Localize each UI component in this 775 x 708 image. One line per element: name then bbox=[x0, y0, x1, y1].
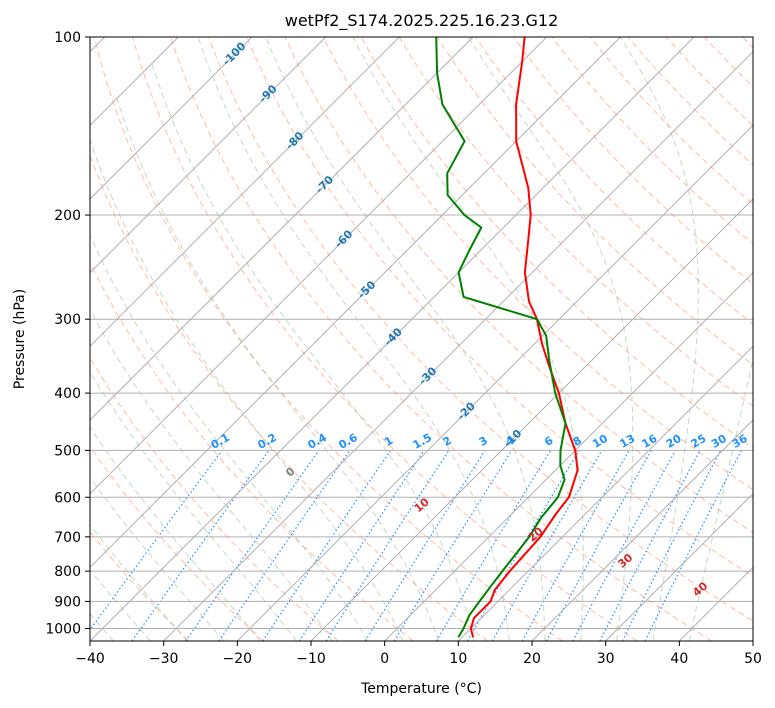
plot-area bbox=[90, 37, 753, 641]
x-tick-label: 30 bbox=[597, 651, 615, 667]
isotherm-line bbox=[90, 37, 400, 348]
dry-adiabat-line bbox=[284, 37, 753, 534]
isotherm-line bbox=[90, 37, 253, 200]
x-tick-label: −10 bbox=[296, 651, 326, 667]
temperature-line bbox=[469, 37, 579, 638]
isotherm-line bbox=[90, 37, 621, 569]
moist-adiabat-line bbox=[197, 37, 510, 641]
dry-adiabat-line bbox=[90, 261, 414, 641]
dry-adiabat-line bbox=[208, 37, 753, 622]
mixing-ratio-line bbox=[262, 450, 391, 641]
isotherm-line bbox=[531, 419, 753, 641]
y-axis-label: Pressure (hPa) bbox=[12, 289, 28, 389]
mixing-ratio-line bbox=[218, 450, 351, 641]
data-lines bbox=[435, 37, 579, 638]
y-tick-label: 1000 bbox=[45, 621, 81, 637]
mixing-ratio-line bbox=[325, 450, 450, 641]
dry-adiabat-line bbox=[322, 37, 753, 491]
x-tick-label: −40 bbox=[75, 651, 105, 667]
moist-adiabat-line bbox=[352, 37, 584, 641]
isotherm-line bbox=[90, 37, 327, 274]
x-tick-label: 10 bbox=[449, 651, 467, 667]
isotherm-line bbox=[384, 271, 753, 641]
moist-adiabat-line bbox=[619, 37, 699, 641]
dry-adiabat-line bbox=[513, 37, 753, 285]
isotherm-line bbox=[90, 37, 695, 641]
x-tick-label: 0 bbox=[380, 651, 389, 667]
isotherm-line bbox=[163, 50, 753, 641]
chart-title: wetPf2_S174.2025.225.16.23.G12 bbox=[285, 11, 559, 31]
mixing-ratio-line bbox=[298, 450, 425, 641]
background-lines bbox=[90, 37, 753, 641]
x-tick-label: 40 bbox=[670, 651, 688, 667]
dry-adiabat-line bbox=[93, 37, 563, 641]
dry-adiabat-line bbox=[131, 37, 638, 641]
moist-adiabat-line bbox=[90, 234, 369, 641]
y-tick-label: 600 bbox=[54, 490, 81, 506]
mixing-ratio-line bbox=[545, 450, 652, 641]
y-tick-label: 700 bbox=[54, 530, 81, 546]
moist-adiabat-line bbox=[90, 568, 151, 641]
dry-adiabat-line bbox=[90, 445, 264, 641]
dewpoint-line bbox=[435, 37, 567, 638]
x-tick-label: 50 bbox=[744, 651, 762, 667]
moist-adiabat-line bbox=[688, 355, 753, 641]
mixing-ratio-line bbox=[393, 450, 513, 641]
mixing-ratio-line bbox=[90, 450, 223, 631]
axis-ticks: −40 −30 −20 −10 0 10 20 30 40 50 100 200 300 400 500 60… bbox=[45, 30, 762, 667]
plot-frame bbox=[89, 36, 754, 642]
moist-adiabat-line bbox=[115, 94, 439, 641]
dry-adiabat-line bbox=[475, 37, 753, 325]
y-tick-label: 100 bbox=[54, 30, 81, 46]
isotherm-line bbox=[457, 345, 753, 641]
isotherm-line bbox=[90, 37, 548, 495]
isotherm-line bbox=[90, 37, 474, 421]
moist-adiabat-line bbox=[90, 371, 297, 641]
x-axis-label: Temperature (°C) bbox=[360, 681, 482, 697]
y-tick-label: 900 bbox=[54, 594, 81, 610]
y-tick-label: 400 bbox=[54, 386, 81, 402]
y-tick-label: 200 bbox=[54, 208, 81, 224]
y-tick-label: 500 bbox=[54, 443, 81, 459]
mixing-ratio-line bbox=[185, 450, 320, 641]
mixing-ratio-line bbox=[644, 450, 743, 641]
isotherm-line bbox=[605, 492, 753, 641]
dry-adiabat-line bbox=[90, 357, 339, 641]
mixing-ratio-line bbox=[521, 450, 630, 641]
moist-adiabat-line bbox=[90, 426, 261, 641]
moist-adiabat-line bbox=[150, 61, 475, 641]
moist-adiabat-line bbox=[265, 37, 546, 641]
x-tick-label: −20 bbox=[223, 651, 253, 667]
mixing-ratio-line bbox=[621, 450, 722, 641]
dry-adiabat-line bbox=[246, 37, 753, 577]
y-tick-label: 300 bbox=[54, 312, 81, 328]
y-tick-label: 800 bbox=[54, 564, 81, 580]
x-tick-label: −30 bbox=[149, 651, 179, 667]
x-tick-label: 20 bbox=[523, 651, 541, 667]
mixing-ratio-line bbox=[572, 450, 677, 641]
dry-adiabat-line bbox=[170, 37, 712, 641]
isotherm-line bbox=[310, 198, 753, 641]
isotherm-line bbox=[236, 124, 753, 641]
